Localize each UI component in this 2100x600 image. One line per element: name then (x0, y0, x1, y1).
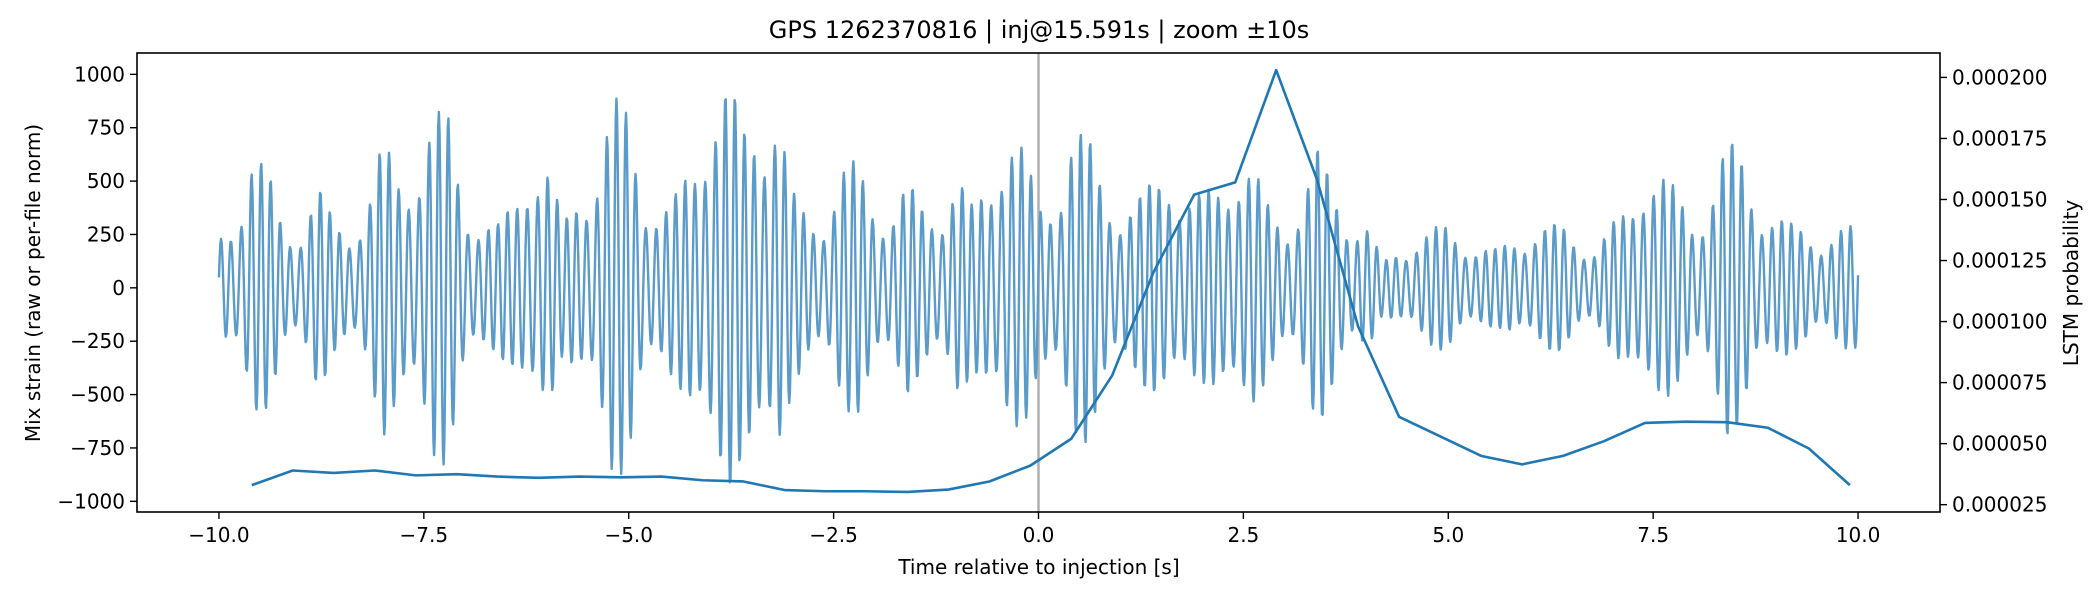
x-axis: −10.0 −7.5 −5.0 −2.5 0.0 2.5 5.0 7.5 10.0 (188, 512, 1880, 547)
y-tick-label: −1000 (57, 489, 125, 513)
x-tick-label: 2.5 (1227, 523, 1259, 547)
x-tick-label: 5.0 (1432, 523, 1464, 547)
y-tick-label: 250 (87, 222, 125, 246)
x-tick-label: 10.0 (1836, 523, 1881, 547)
y-tick-label: 750 (87, 116, 125, 140)
x-axis-title: Time relative to injection [s] (897, 555, 1179, 579)
y-tick-label: −750 (70, 436, 125, 460)
y2-tick-label: 0.000075 (1952, 371, 2047, 395)
x-tick-label: −5.0 (604, 523, 653, 547)
plot-area (217, 53, 1860, 512)
x-tick-label: −10.0 (188, 523, 249, 547)
chart-title: GPS 1262370816 | inj@15.591s | zoom ±10s (769, 16, 1309, 44)
y-tick-label: 0 (112, 276, 125, 300)
y-tick-label: 500 (87, 169, 125, 193)
y2-tick-label: 0.000025 (1952, 493, 2047, 517)
lstm-probability-line (251, 68, 1851, 494)
y-tick-label: −500 (70, 383, 125, 407)
x-tick-label: 7.5 (1637, 523, 1669, 547)
y2-tick-label: 0.000175 (1952, 126, 2047, 150)
y2-tick-label: 0.000050 (1952, 432, 2047, 456)
x-tick-label: −2.5 (809, 523, 858, 547)
strain-series-line (217, 97, 1860, 484)
y2-axis-title: LSTM probability (2059, 200, 2083, 367)
y-axis-title: Mix strain (raw or per-file norm) (21, 124, 45, 442)
x-tick-label: −7.5 (400, 523, 449, 547)
y-tick-label: −250 (70, 329, 125, 353)
x-tick-label: 0.0 (1023, 523, 1055, 547)
y2-tick-label: 0.000150 (1952, 187, 2047, 211)
y2-tick-label: 0.000100 (1952, 310, 2047, 334)
y2-tick-label: 0.000200 (1952, 65, 2047, 89)
y2-tick-label: 0.000125 (1952, 249, 2047, 273)
y-axis-right: 0.000025 0.000050 0.000075 0.000100 0.000125… (1940, 65, 2047, 517)
y-axis-left: −1000 −750 −500 −250 0 250 500 750 1000 (57, 62, 137, 513)
y-tick-label: 1000 (74, 62, 125, 86)
